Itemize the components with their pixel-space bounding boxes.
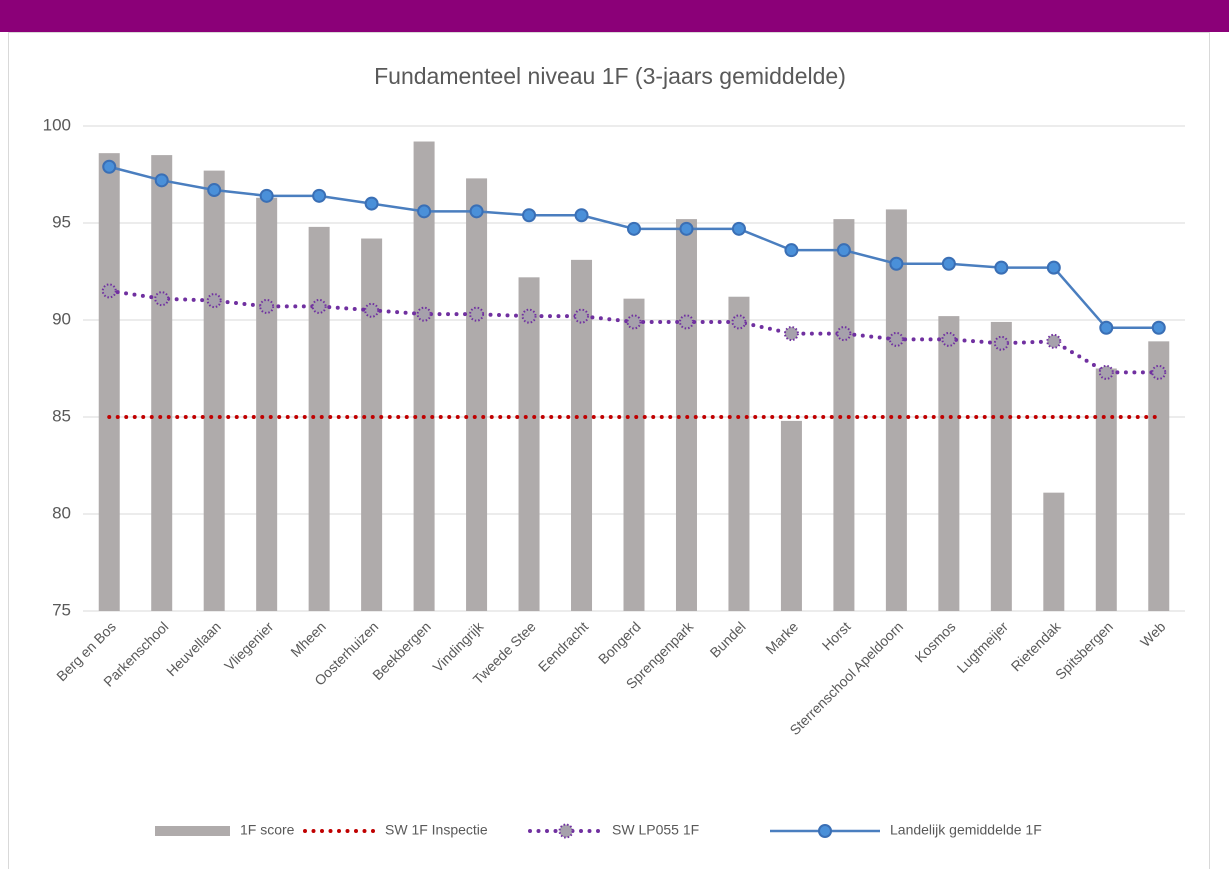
marker xyxy=(1099,320,1114,335)
chart-title: Fundamenteel niveau 1F (3-jaars gemiddel… xyxy=(374,63,846,89)
marker xyxy=(154,173,169,188)
marker xyxy=(1046,260,1061,275)
marker xyxy=(522,208,537,223)
header-bar xyxy=(0,0,1229,32)
marker xyxy=(994,260,1009,275)
marker xyxy=(731,314,747,330)
y-tick-label: 100 xyxy=(43,115,71,134)
bar xyxy=(1148,341,1170,611)
marker xyxy=(889,256,904,271)
bar xyxy=(98,153,120,611)
marker xyxy=(993,335,1009,351)
legend-label: Landelijk gemiddelde 1F xyxy=(890,822,1042,838)
marker xyxy=(154,291,170,307)
marker xyxy=(311,298,327,314)
bar xyxy=(256,197,278,611)
marker xyxy=(574,308,590,324)
bar xyxy=(203,170,225,611)
marker xyxy=(469,306,485,322)
y-tick-label: 80 xyxy=(52,503,71,522)
bar xyxy=(780,420,802,611)
marker xyxy=(731,221,746,236)
marker xyxy=(206,293,222,309)
legend-label: SW 1F Inspectie xyxy=(385,822,488,838)
marker xyxy=(312,188,327,203)
marker xyxy=(1098,364,1114,380)
legend-marker xyxy=(558,823,574,839)
y-tick-label: 85 xyxy=(52,406,71,425)
marker xyxy=(888,331,904,347)
y-tick-label: 90 xyxy=(52,309,71,328)
bar xyxy=(151,155,173,611)
marker xyxy=(1151,320,1166,335)
bar xyxy=(466,178,488,611)
marker xyxy=(783,326,799,342)
marker xyxy=(626,314,642,330)
marker xyxy=(259,298,275,314)
legend-marker xyxy=(818,824,832,838)
marker xyxy=(102,159,117,174)
bar xyxy=(728,296,750,611)
bar xyxy=(885,209,907,612)
marker xyxy=(259,188,274,203)
marker xyxy=(469,204,484,219)
y-tick-label: 75 xyxy=(52,600,71,619)
marker xyxy=(678,314,694,330)
marker xyxy=(417,204,432,219)
marker xyxy=(364,302,380,318)
marker xyxy=(784,243,799,258)
bar xyxy=(1095,368,1117,611)
bar xyxy=(413,141,435,611)
marker xyxy=(627,221,641,236)
bar xyxy=(938,316,960,611)
marker xyxy=(1151,364,1167,380)
marker xyxy=(1046,333,1062,349)
marker xyxy=(941,256,956,271)
marker xyxy=(836,243,851,258)
marker xyxy=(941,331,957,347)
legend-swatch xyxy=(155,826,230,836)
bar xyxy=(623,298,645,611)
chart-frame xyxy=(8,32,1210,869)
bar xyxy=(1043,492,1065,611)
bar xyxy=(308,226,330,611)
marker xyxy=(836,326,852,342)
marker xyxy=(521,308,537,324)
legend-label: SW LP055 1F xyxy=(612,822,699,838)
bar xyxy=(990,321,1012,611)
marker xyxy=(416,306,432,322)
bar xyxy=(571,259,593,611)
bar xyxy=(833,219,855,611)
legend-label: 1F score xyxy=(240,822,295,838)
marker xyxy=(679,221,694,236)
marker xyxy=(101,283,117,299)
y-tick-label: 95 xyxy=(52,212,71,231)
marker xyxy=(207,183,222,198)
marker xyxy=(364,196,379,211)
bar xyxy=(518,277,540,611)
bar xyxy=(361,238,383,611)
marker xyxy=(574,208,589,223)
